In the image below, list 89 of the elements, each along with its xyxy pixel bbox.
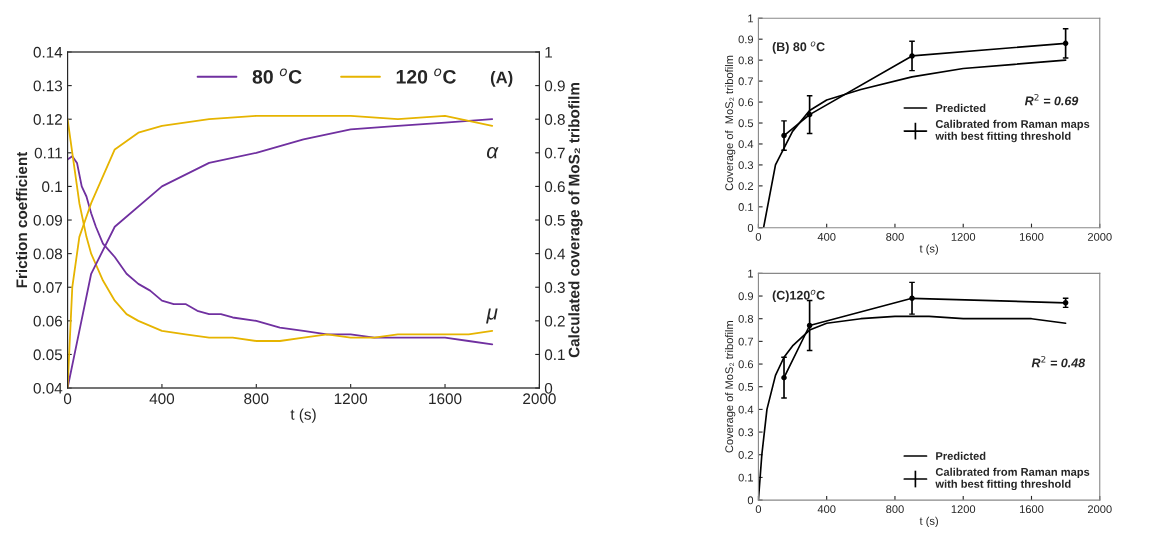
annotation: R$^{2}$ = 0.69 [1024,93,1079,106]
point [806,322,813,329]
y-tick-label: 0.3 [738,428,754,437]
legend-label: Predicted [936,103,986,113]
point [781,132,787,139]
y2-tick-label: 0 [544,382,553,394]
y-tick-label: 0.1 [738,203,754,211]
y-tick-label: 1 [748,269,754,278]
y-tick-label: 0.1 [738,473,754,482]
annotation: μ [486,308,498,324]
x-axis-title: t (s) [919,244,938,255]
y-tick-label: 0.8 [738,314,754,323]
y-tick-label: 1 [748,14,754,23]
y-tick-label: 0.3 [738,161,754,170]
x-tick-label: 1200 [334,393,368,405]
x-tick-label: 1200 [951,505,976,514]
y-tick-label: 0.1 [42,181,62,193]
x-tick-label: 2000 [523,393,556,405]
y-axis-title: Coverage of MoS₂ tribofilm [724,321,736,453]
point [806,111,813,118]
y2-tick-label: 0.3 [544,282,565,293]
y-tick-label: 0.08 [33,248,63,260]
point [909,295,915,302]
point [781,374,787,381]
x-tick-label: 0 [755,505,762,514]
x-tick-label: 400 [817,232,836,241]
y2-tick-label: 0.5 [544,214,565,226]
y-tick-label: 0.14 [33,46,63,58]
y-tick-label: 0.07 [33,282,62,293]
y-tick-label: 0.05 [33,349,63,361]
legend-label: Calibrated from Raman maps with best fitting threshold [935,467,1090,491]
y-tick-label: 0.9 [738,292,754,301]
y2-tick-label: 0.7 [544,147,565,159]
legend-label: 120 $^{o}$C [396,68,456,84]
y-tick-label: 0.06 [33,315,63,327]
x-tick-label: 1200 [951,232,976,241]
y2-axis-title: Calculated coverage of MoS₂ tribofilm [568,83,583,358]
y2-tick-label: 1 [545,47,553,58]
y-tick-label: 0.5 [738,382,754,391]
point [1062,40,1069,47]
y-tick-label: 0.9 [738,35,754,44]
y2-tick-label: 0.6 [544,181,565,193]
y-tick-label: 0 [747,224,754,232]
x-tick-label: 800 [886,505,904,514]
x-tick-label: 800 [244,393,269,405]
x-tick-label: 0 [63,393,72,405]
annotation: (B) 80 $^{o}$C [772,41,825,54]
x-tick-label: 2000 [1087,505,1112,514]
y2-tick-label: 0.8 [544,114,565,125]
y-tick-label: 0.8 [738,56,754,65]
y-tick-label: 0.5 [738,119,754,128]
y-tick-label: 0.09 [33,214,62,226]
y-tick-label: 0.6 [738,98,754,107]
y-tick-label: 0.7 [738,77,753,86]
legend-label: 80 $^{o}$C [252,68,302,84]
y-tick-label: 0 [747,496,754,505]
x-tick-label: 2000 [1087,232,1112,241]
y-axis-title: Friction coefficient [15,151,28,288]
y-tick-label: 0.6 [738,360,754,369]
y-tick-label: 0.7 [738,337,753,346]
x-tick-label: 1600 [1019,232,1044,241]
x-tick-label: 1600 [1019,505,1044,514]
y-axis-title: Coverage of MoS₂ tribofilm [724,55,736,191]
y-tick-label: 0.2 [738,451,753,459]
y-tick-label: 0.4 [738,405,754,414]
annotation: R$^{2}$ = 0.48 [1031,355,1086,368]
annotation: (C)120$^{o}$C [772,289,825,303]
y2-tick-label: 0.1 [544,349,565,361]
x-tick-label: 800 [886,232,904,241]
legend-label: Predicted [936,451,986,460]
y-tick-label: 0.04 [33,382,63,394]
annotation: α [486,147,499,159]
y-tick-label: 0.2 [738,182,753,191]
y-tick-label: 0.4 [738,140,754,149]
x-tick-label: 400 [149,393,175,405]
x-tick-label: 0 [755,232,762,241]
annotation: (A) [490,71,513,87]
y2-tick-label: 0.9 [544,80,565,92]
x-tick-label: 400 [817,505,836,514]
point [909,53,915,59]
y-tick-label: 0.12 [33,114,62,125]
x-axis-title: t (s) [290,408,316,423]
y2-tick-label: 0.4 [544,248,566,260]
x-tick-label: 1600 [429,393,462,405]
y-tick-label: 0.13 [33,80,63,92]
legend-label: Calibrated from Raman maps with best fitting threshold [935,119,1090,143]
y2-tick-label: 0.2 [544,315,565,327]
x-axis-title: t (s) [919,516,938,528]
y-tick-label: 0.11 [34,147,62,159]
